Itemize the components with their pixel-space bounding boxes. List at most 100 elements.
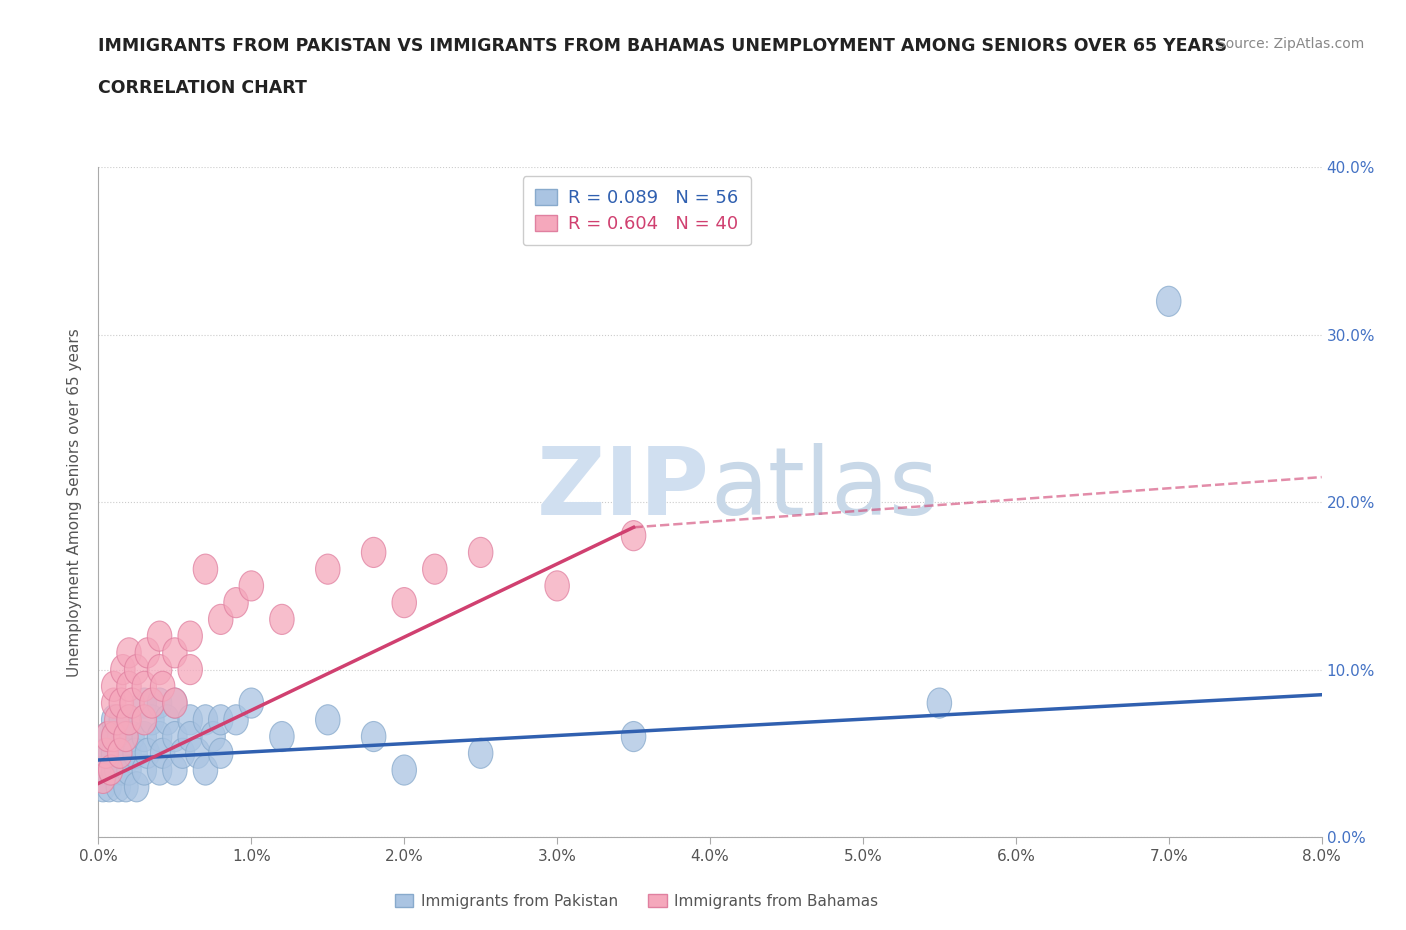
Ellipse shape (101, 722, 127, 751)
Ellipse shape (97, 772, 121, 802)
Ellipse shape (150, 671, 174, 701)
Ellipse shape (110, 738, 134, 768)
Ellipse shape (193, 705, 218, 735)
Ellipse shape (148, 722, 172, 751)
Ellipse shape (101, 738, 127, 768)
Ellipse shape (124, 655, 149, 684)
Ellipse shape (163, 688, 187, 718)
Ellipse shape (193, 554, 218, 584)
Text: ZIP: ZIP (537, 443, 710, 535)
Text: IMMIGRANTS FROM PAKISTAN VS IMMIGRANTS FROM BAHAMAS UNEMPLOYMENT AMONG SENIORS O: IMMIGRANTS FROM PAKISTAN VS IMMIGRANTS F… (98, 37, 1227, 55)
Ellipse shape (120, 722, 145, 751)
Ellipse shape (117, 705, 141, 735)
Ellipse shape (132, 688, 156, 718)
Ellipse shape (132, 722, 156, 751)
Ellipse shape (224, 588, 249, 618)
Ellipse shape (179, 621, 202, 651)
Ellipse shape (546, 571, 569, 601)
Ellipse shape (117, 738, 141, 768)
Y-axis label: Unemployment Among Seniors over 65 years: Unemployment Among Seniors over 65 years (67, 328, 83, 677)
Ellipse shape (208, 738, 233, 768)
Ellipse shape (104, 705, 129, 735)
Ellipse shape (1157, 286, 1181, 316)
Ellipse shape (132, 705, 156, 735)
Ellipse shape (124, 772, 149, 802)
Ellipse shape (361, 722, 385, 751)
Ellipse shape (139, 688, 165, 718)
Ellipse shape (621, 521, 645, 551)
Ellipse shape (132, 671, 156, 701)
Ellipse shape (101, 688, 127, 718)
Ellipse shape (423, 554, 447, 584)
Ellipse shape (122, 738, 148, 768)
Ellipse shape (148, 621, 172, 651)
Ellipse shape (96, 722, 120, 751)
Ellipse shape (117, 705, 141, 735)
Ellipse shape (110, 688, 134, 718)
Text: CORRELATION CHART: CORRELATION CHART (98, 79, 308, 97)
Text: Source: ZipAtlas.com: Source: ZipAtlas.com (1216, 37, 1364, 51)
Ellipse shape (179, 705, 202, 735)
Ellipse shape (179, 722, 202, 751)
Ellipse shape (468, 538, 494, 567)
Ellipse shape (139, 705, 165, 735)
Legend: Immigrants from Pakistan, Immigrants from Bahamas: Immigrants from Pakistan, Immigrants fro… (387, 886, 886, 916)
Ellipse shape (148, 655, 172, 684)
Ellipse shape (468, 738, 494, 768)
Ellipse shape (208, 705, 233, 735)
Ellipse shape (270, 722, 294, 751)
Ellipse shape (208, 604, 233, 634)
Ellipse shape (94, 755, 118, 785)
Ellipse shape (201, 722, 225, 751)
Ellipse shape (148, 688, 172, 718)
Ellipse shape (392, 755, 416, 785)
Text: atlas: atlas (710, 443, 938, 535)
Ellipse shape (120, 688, 145, 718)
Ellipse shape (110, 705, 134, 735)
Ellipse shape (117, 755, 141, 785)
Ellipse shape (101, 671, 127, 701)
Ellipse shape (621, 722, 645, 751)
Ellipse shape (98, 738, 122, 768)
Ellipse shape (112, 722, 136, 751)
Ellipse shape (193, 755, 218, 785)
Ellipse shape (111, 755, 135, 785)
Ellipse shape (96, 722, 120, 751)
Ellipse shape (155, 705, 180, 735)
Ellipse shape (104, 755, 129, 785)
Ellipse shape (361, 538, 385, 567)
Ellipse shape (927, 688, 952, 718)
Ellipse shape (163, 638, 187, 668)
Ellipse shape (93, 738, 117, 768)
Ellipse shape (179, 655, 202, 684)
Ellipse shape (94, 738, 118, 768)
Ellipse shape (135, 638, 160, 668)
Ellipse shape (239, 571, 263, 601)
Ellipse shape (392, 588, 416, 618)
Ellipse shape (170, 738, 195, 768)
Ellipse shape (98, 755, 122, 785)
Ellipse shape (163, 722, 187, 751)
Ellipse shape (114, 772, 138, 802)
Ellipse shape (135, 738, 160, 768)
Ellipse shape (239, 688, 263, 718)
Ellipse shape (315, 705, 340, 735)
Ellipse shape (111, 655, 135, 684)
Ellipse shape (91, 772, 115, 802)
Ellipse shape (117, 671, 141, 701)
Ellipse shape (101, 722, 127, 751)
Ellipse shape (91, 764, 115, 793)
Ellipse shape (132, 755, 156, 785)
Ellipse shape (270, 604, 294, 634)
Ellipse shape (163, 755, 187, 785)
Ellipse shape (101, 705, 127, 735)
Ellipse shape (163, 688, 187, 718)
Ellipse shape (101, 755, 127, 785)
Ellipse shape (105, 772, 131, 802)
Ellipse shape (224, 705, 249, 735)
Ellipse shape (108, 722, 132, 751)
Ellipse shape (148, 755, 172, 785)
Ellipse shape (315, 554, 340, 584)
Ellipse shape (186, 738, 209, 768)
Ellipse shape (108, 738, 132, 768)
